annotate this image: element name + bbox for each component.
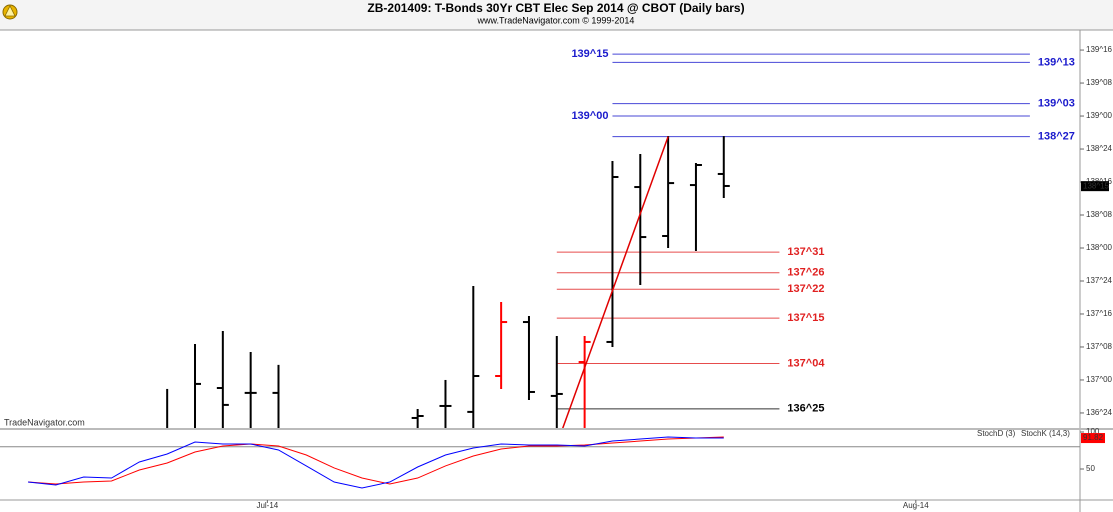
overlay: 136^24 137^00 137^08 137^16 137^24 138^00 138^… bbox=[256, 45, 1112, 510]
level-label: 137^26 bbox=[787, 267, 824, 279]
level-label: 138^27 bbox=[1038, 131, 1075, 143]
last-price-label: 138^15 bbox=[1083, 181, 1110, 190]
y-tick-label: 138^00 bbox=[1086, 243, 1113, 252]
y-tick-label: 137^16 bbox=[1086, 309, 1113, 318]
level-label: 137^15 bbox=[787, 312, 824, 324]
y-tick-label: 138^24 bbox=[1086, 144, 1113, 153]
x-tick-label: Jul-14 bbox=[256, 501, 278, 510]
stoch-pane bbox=[0, 436, 1080, 489]
y-tick-label: 137^00 bbox=[1086, 375, 1113, 384]
stoch-line bbox=[27, 436, 724, 485]
y-tick-label: 137^24 bbox=[1086, 276, 1113, 285]
header-bar bbox=[0, 0, 1113, 30]
legend-entry: StochK (14,3) bbox=[1021, 429, 1070, 438]
y-tick-label: 136^24 bbox=[1086, 408, 1113, 417]
pane-separator bbox=[0, 428, 1113, 430]
y-tick-label: 50 bbox=[1086, 464, 1095, 473]
level-label: 139^15 bbox=[571, 48, 608, 60]
y-tick-label: 138^08 bbox=[1086, 210, 1113, 219]
stoch-line bbox=[27, 436, 724, 489]
last-value-box bbox=[1081, 433, 1105, 444]
legend-entry: StochD (3) bbox=[977, 429, 1016, 438]
level-label: 139^00 bbox=[571, 110, 608, 122]
level-label: 137^22 bbox=[787, 283, 824, 295]
last-value-label: 91.82 bbox=[1083, 433, 1104, 442]
level-label: 139^03 bbox=[1038, 98, 1075, 110]
chart-subtitle: www.TradeNavigator.com © 1999-2014 bbox=[477, 15, 635, 25]
level-label: 139^13 bbox=[1038, 56, 1075, 68]
chart-title: ZB-201409: T-Bonds 30Yr CBT Elec Sep 201… bbox=[367, 1, 744, 15]
y-tick-label: 139^00 bbox=[1086, 111, 1113, 120]
y-tick-label: 100 bbox=[1086, 427, 1100, 436]
level-label: 136^25 bbox=[787, 403, 824, 415]
level-label: 137^31 bbox=[787, 246, 824, 258]
y-tick-label: 139^16 bbox=[1086, 45, 1113, 54]
y-tick-label: 139^08 bbox=[1086, 78, 1113, 87]
watermark: TradeNavigator.com bbox=[4, 417, 85, 427]
trendline bbox=[562, 136, 669, 428]
logo bbox=[2, 4, 18, 20]
x-tick-label: Aug-14 bbox=[903, 501, 929, 510]
price-pane bbox=[166, 53, 1030, 428]
last-price-box bbox=[1081, 181, 1109, 192]
y-tick-label: 137^08 bbox=[1086, 342, 1113, 351]
level-label: 137^04 bbox=[787, 357, 825, 369]
